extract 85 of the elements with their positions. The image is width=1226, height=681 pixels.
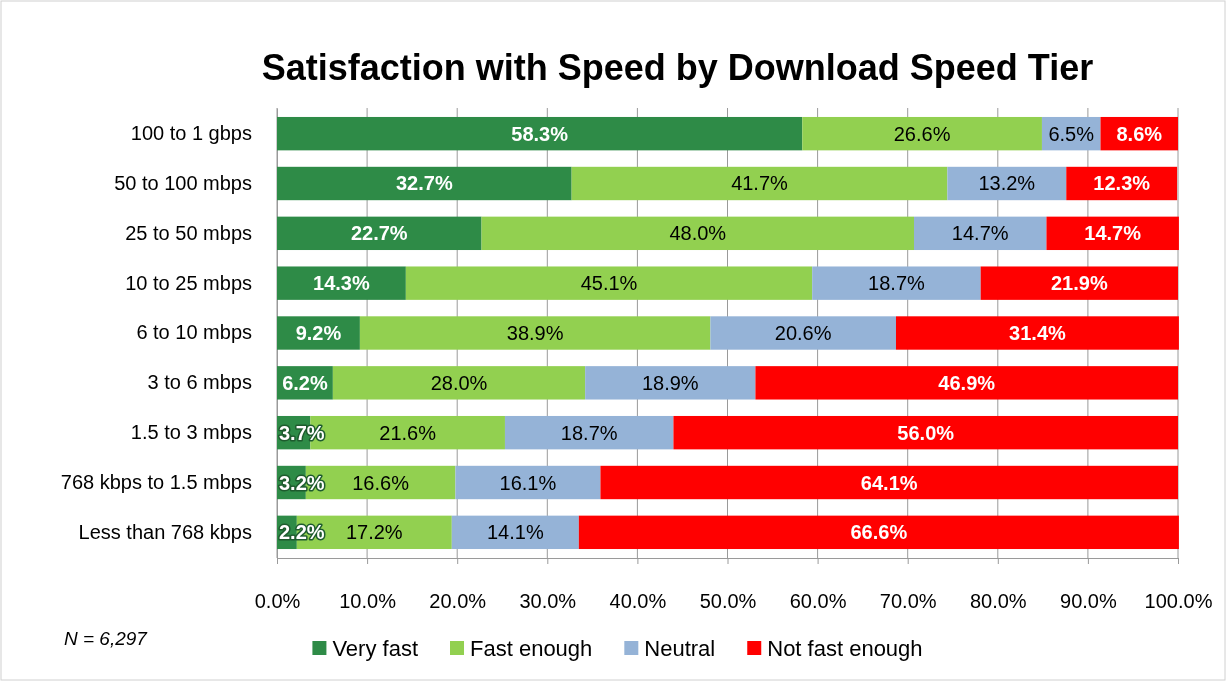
x-tick-label: 0.0%: [254, 590, 301, 613]
data-label: 18.7%: [868, 272, 925, 295]
data-label: 20.6%: [774, 322, 832, 344]
y-tick-label: 100 to 1 gbps: [130, 122, 252, 145]
data-label: 13.2%: [978, 172, 1036, 195]
bar: [455, 465, 601, 500]
data-label: 22.7%: [350, 222, 408, 245]
bar: [578, 515, 1179, 550]
data-label: 16.6%: [352, 471, 410, 494]
bar: [571, 166, 948, 201]
data-label: 21.6%: [379, 421, 437, 444]
bar: [914, 216, 1047, 251]
y-tick-label: 768 kbps to 1.5 mbps: [60, 470, 252, 493]
bar: [600, 465, 1178, 500]
data-label: 14.3%: [313, 272, 370, 295]
x-tick-label: 50.0%: [699, 590, 757, 613]
data-label: 14.7%: [951, 222, 1009, 245]
x-tick-label: 70.0%: [879, 590, 937, 613]
bar: [980, 266, 1178, 300]
data-label: 32.7%: [395, 172, 453, 195]
y-tick-label: 25 to 50 mbps: [125, 221, 252, 244]
data-label: 9.2%: [295, 322, 342, 344]
x-tick-label: 10.0%: [339, 590, 397, 613]
bar: [755, 366, 1178, 400]
bar: [481, 216, 915, 251]
x-tick-label: 40.0%: [609, 590, 667, 613]
data-label: 16.1%: [499, 471, 557, 494]
data-label: 31.4%: [1009, 322, 1067, 344]
bar: [277, 116, 803, 151]
legend-label: Fast enough: [470, 635, 593, 661]
legend-label: Very fast: [332, 635, 419, 661]
data-label: 17.2%: [345, 521, 403, 544]
bar: [451, 515, 579, 550]
data-label: 26.6%: [893, 122, 951, 145]
bar: [277, 166, 572, 201]
bar: [405, 266, 813, 300]
data-label: 8.6%: [1116, 122, 1163, 145]
x-tick-label: 100.0%: [1144, 590, 1213, 613]
data-label: 45.1%: [580, 272, 638, 295]
bar: [710, 316, 896, 350]
legend-label: Neutral: [644, 635, 716, 661]
x-tick-label: 60.0%: [789, 590, 847, 613]
data-label: 41.7%: [731, 172, 789, 195]
bar: [504, 415, 674, 450]
y-tick-label: 10 to 25 mbps: [125, 271, 252, 294]
bar: [1046, 216, 1179, 251]
x-tick-label: 20.0%: [429, 590, 487, 613]
data-label: 14.1%: [486, 521, 544, 544]
y-tick-label: 3 to 6 mbps: [147, 371, 252, 394]
bar: [359, 316, 711, 350]
data-label: 66.6%: [850, 521, 908, 544]
text: N = 6,297: [64, 628, 149, 649]
data-label: 56.0%: [897, 421, 955, 444]
data-label: 3.7%: [279, 421, 325, 444]
y-tick-label: 1.5 to 3 mbps: [130, 421, 252, 444]
x-tick-label: 80.0%: [969, 590, 1027, 613]
data-label: 14.7%: [1084, 222, 1142, 245]
y-tick-label: Less than 768 kbps: [78, 520, 252, 543]
data-label: 58.3%: [511, 122, 569, 145]
bar: [673, 415, 1178, 450]
legend-label: Not fast enough: [767, 635, 923, 661]
data-label: 38.9%: [506, 322, 564, 344]
bar: [277, 216, 482, 251]
data-label: 46.9%: [938, 371, 996, 394]
data-label: 12.3%: [1093, 172, 1151, 195]
data-label: 48.0%: [669, 222, 727, 245]
y-tick-label: 50 to 100 mbps: [114, 171, 252, 194]
data-label: 6.5%: [1048, 122, 1095, 145]
data-label: 64.1%: [860, 471, 918, 494]
data-label: 6.2%: [282, 371, 328, 394]
x-tick-label: 90.0%: [1060, 590, 1117, 613]
bar: [332, 366, 586, 400]
data-label: 3.2%: [279, 471, 325, 494]
bar: [277, 266, 406, 300]
data-label: 21.9%: [1050, 272, 1108, 295]
y-tick-label: 6 to 10 mbps: [136, 321, 252, 344]
bar: [585, 366, 756, 400]
data-label: 28.0%: [430, 371, 488, 394]
bar: [802, 116, 1042, 151]
data-label: 18.9%: [641, 371, 699, 394]
chart-title: Satisfaction with Speed by Download Speed Tier: [261, 47, 1094, 88]
x-tick-label: 30.0%: [519, 590, 577, 613]
bar: [895, 316, 1179, 350]
data-label: 18.7%: [560, 421, 618, 444]
bar: [812, 266, 981, 300]
